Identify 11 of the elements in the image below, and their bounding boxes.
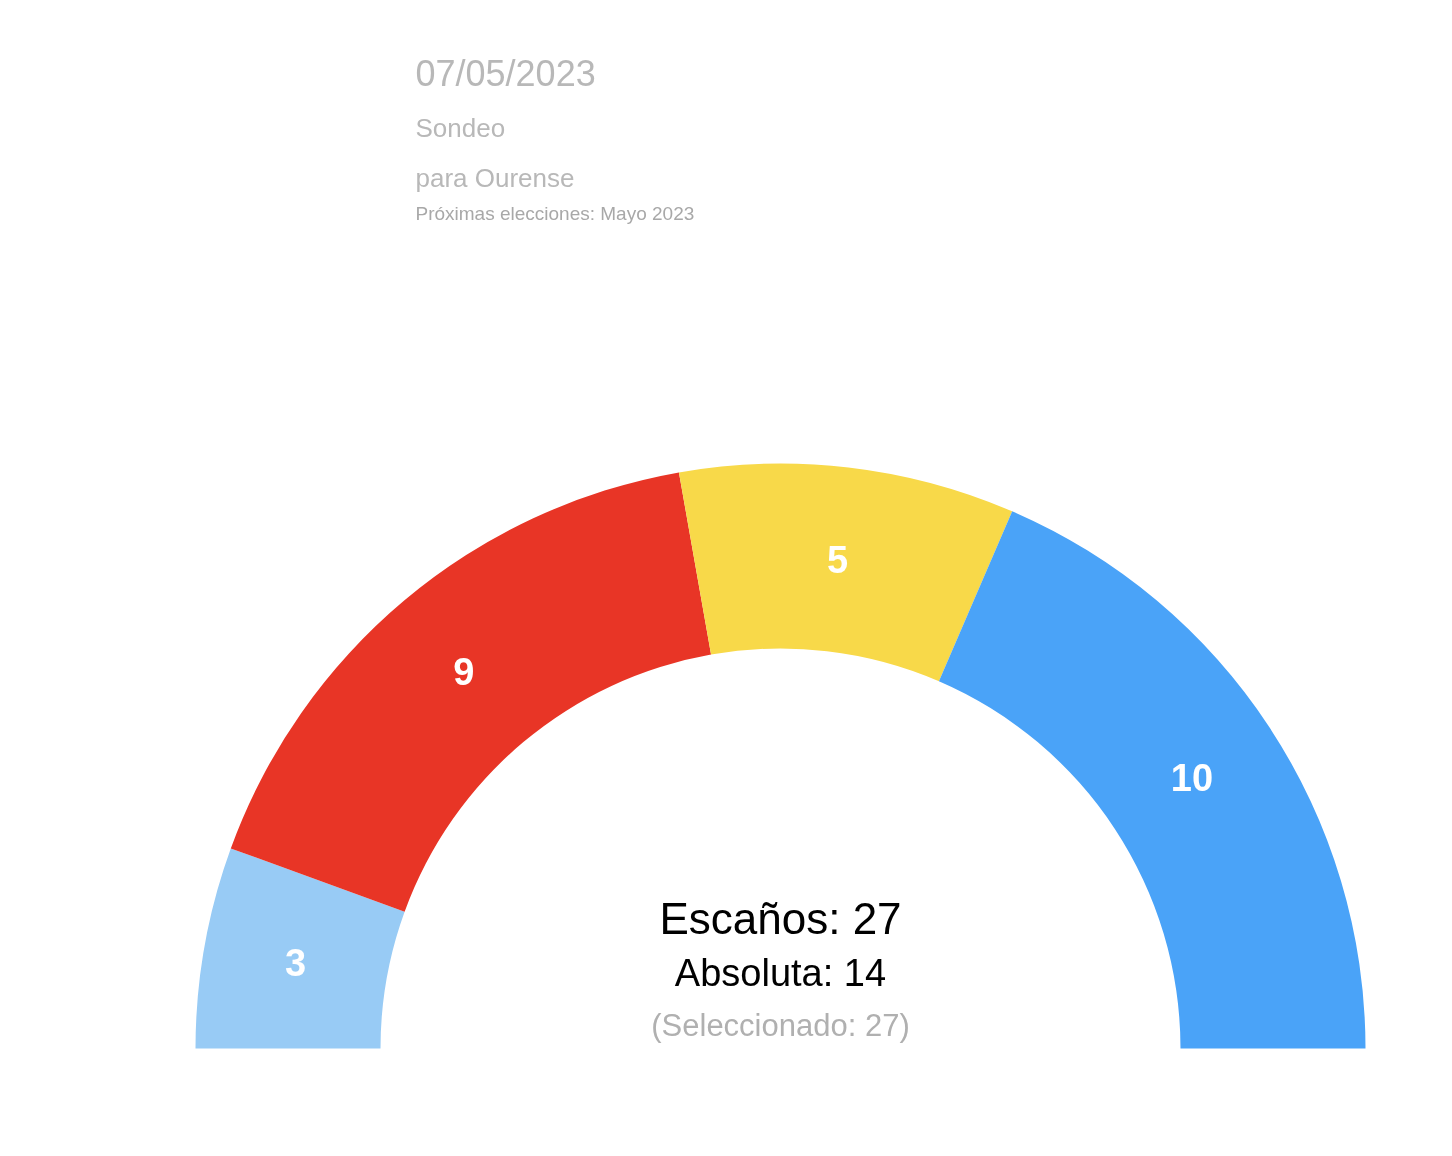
data-label: 5 xyxy=(827,538,849,581)
text: Absoluta: 14 xyxy=(674,951,887,994)
text: (Seleccionado: 27) xyxy=(651,1008,910,1043)
data-label: 9 xyxy=(453,650,475,693)
text: Próximas elecciones: Mayo 2023 xyxy=(415,203,695,224)
text: Sondeo xyxy=(415,112,506,143)
data-label: 3 xyxy=(284,942,307,985)
text: para Ourense xyxy=(415,162,575,193)
text: Escaños: 27 xyxy=(659,894,902,943)
text: 07/05/2023 xyxy=(415,53,596,94)
data-label: 10 xyxy=(1170,757,1214,800)
